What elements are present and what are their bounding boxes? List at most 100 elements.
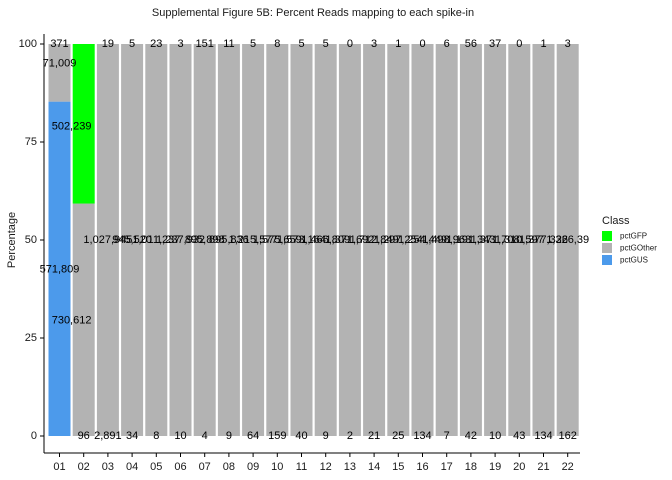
x-tick-label-01: 01: [53, 461, 65, 473]
x-tick-label-10: 10: [271, 461, 283, 473]
y-tick-label-75: 75: [25, 136, 37, 148]
label-mid-14: 1,712,849: [350, 234, 399, 246]
label-mid-11: 1,573,164: [277, 234, 326, 246]
label-mid-06: 1,237,932: [156, 234, 205, 246]
label-mid-21: 1,377,326: [519, 234, 568, 246]
bar-20-pctGOther: [508, 44, 531, 436]
x-tick-label-09: 09: [247, 461, 259, 473]
label-bottom-22: 162: [559, 430, 577, 442]
bar-14-pctGOther: [363, 44, 386, 436]
label-top-12: 5: [323, 38, 329, 50]
label-mid-16: 1,254,449: [398, 234, 447, 246]
bar-12-pctGOther: [314, 44, 337, 436]
label-mid-05: 1,011,237: [132, 234, 180, 246]
bar-18-pctGOther: [459, 44, 482, 436]
x-tick-label-16: 16: [416, 461, 428, 473]
label-bottom-21: 134: [534, 430, 552, 442]
label-bottom-20: 43: [513, 430, 525, 442]
x-tick-label-17: 17: [441, 461, 453, 473]
label-bottom-13: 2: [347, 430, 353, 442]
x-ticks: 01 02 03 04 05 06 07 08 09 10 11 12 13 14 15 16 17 18 19 20…: [53, 453, 574, 473]
label-bottom-18: 42: [465, 430, 477, 442]
label-top-05: 23: [150, 38, 162, 50]
label-top-17: 6: [444, 38, 450, 50]
annotation-label-3: 730,612: [52, 314, 92, 326]
label-bottom-16: 134: [413, 430, 431, 442]
label-top-18: 56: [465, 38, 477, 50]
label-bottom-05: 8: [153, 430, 159, 442]
bar-10-pctGOther: [266, 44, 289, 436]
bar-06-pctGOther: [169, 44, 192, 436]
label-mid-17: 1,498,963: [422, 234, 471, 246]
bar-01-pctGUS: [48, 101, 71, 437]
label-mid-13: 1,371,692: [325, 234, 374, 246]
x-tick-label-18: 18: [465, 461, 477, 473]
bar-22-pctGOther: [556, 44, 579, 436]
annotation-label-2: 571,809: [40, 263, 80, 275]
bar-16-pctGOther: [411, 44, 434, 436]
label-top-16: 0: [419, 38, 425, 50]
label-top-01: 371: [50, 38, 68, 50]
label-mid-18: 1,191,343: [446, 234, 495, 246]
bar-11-pctGOther: [290, 44, 313, 436]
y-ticks: 0 25 50 75 100: [19, 38, 44, 442]
label-top-04: 5: [129, 38, 135, 50]
x-tick-label-12: 12: [320, 461, 332, 473]
label-bottom-02: 96: [78, 430, 90, 442]
label-mid-07: 895,898: [185, 234, 225, 246]
annotation-label-1: 502,239: [52, 120, 92, 132]
label-mid-22: 1,326,39: [546, 234, 589, 246]
x-tick-label-19: 19: [489, 461, 501, 473]
label-bottom-08: 9: [226, 430, 232, 442]
x-tick-label-20: 20: [513, 461, 525, 473]
legend-swatch-pctGOther: [602, 243, 612, 253]
label-mid-10: 1,575,659: [253, 234, 302, 246]
label-top-21: 1: [540, 38, 546, 50]
label-top-19: 37: [489, 38, 501, 50]
bar-17-pctGOther: [435, 44, 458, 436]
label-bottom-07: 4: [202, 430, 208, 442]
label-top-10: 8: [274, 38, 280, 50]
y-tick-label-0: 0: [31, 430, 37, 442]
y-tick-label-100: 100: [19, 38, 37, 50]
label-top-09: 5: [250, 38, 256, 50]
legend-label-pctGFP: pctGFP: [620, 232, 647, 241]
legend-label-pctGUS: pctGUS: [620, 256, 648, 265]
label-top-08: 11: [223, 38, 234, 50]
label-top-11: 5: [298, 38, 304, 50]
x-tick-label-14: 14: [368, 461, 380, 473]
x-tick-label-08: 08: [223, 461, 235, 473]
x-tick-label-13: 13: [344, 461, 356, 473]
legend-label-pctGOther: pctGOther: [620, 244, 657, 253]
bar-09-pctGOther: [242, 44, 265, 436]
bar-05-pctGOther: [145, 44, 168, 436]
label-top-13: 0: [347, 38, 353, 50]
label-top-06: 3: [177, 38, 183, 50]
bar-08-pctGOther: [217, 44, 240, 436]
legend-swatch-pctGFP: [602, 231, 612, 241]
bar-13-pctGOther: [338, 44, 361, 436]
label-mid-03: 1,027,945: [83, 234, 132, 246]
bar-04-pctGOther: [121, 44, 144, 436]
bar-21-pctGOther: [532, 44, 555, 436]
chart-title: Supplemental Figure 5B: Percent Reads ma…: [152, 7, 474, 19]
label-bottom-19: 10: [489, 430, 501, 442]
label-top-07: 151: [196, 38, 214, 50]
x-tick-label-15: 15: [392, 461, 404, 473]
x-tick-label-22: 22: [562, 461, 574, 473]
bar-15-pctGOther: [387, 44, 410, 436]
x-tick-label-11: 11: [296, 461, 307, 473]
bar-19-pctGOther: [484, 44, 507, 436]
label-top-20: 0: [516, 38, 522, 50]
bar-07-pctGOther: [193, 44, 216, 436]
data-labels-layer: 371 19 5 23 3 151 11 5 8 5 5 0 3 1 0 6 56 37 0 1 396 2,891 34 8…: [40, 38, 589, 442]
label-top-03: 19: [102, 38, 114, 50]
bar-02-pctGOther: [72, 203, 95, 436]
bar-01-pctGOther: [48, 44, 71, 102]
y-tick-label-25: 25: [25, 332, 37, 344]
label-mid-15: 1,297,254: [374, 234, 423, 246]
x-tick-label-06: 06: [174, 461, 186, 473]
label-mid-20: 1,310,597: [495, 234, 544, 246]
legend-swatch-pctGUS: [602, 255, 612, 265]
bar-02-pctGFP: [72, 44, 95, 204]
